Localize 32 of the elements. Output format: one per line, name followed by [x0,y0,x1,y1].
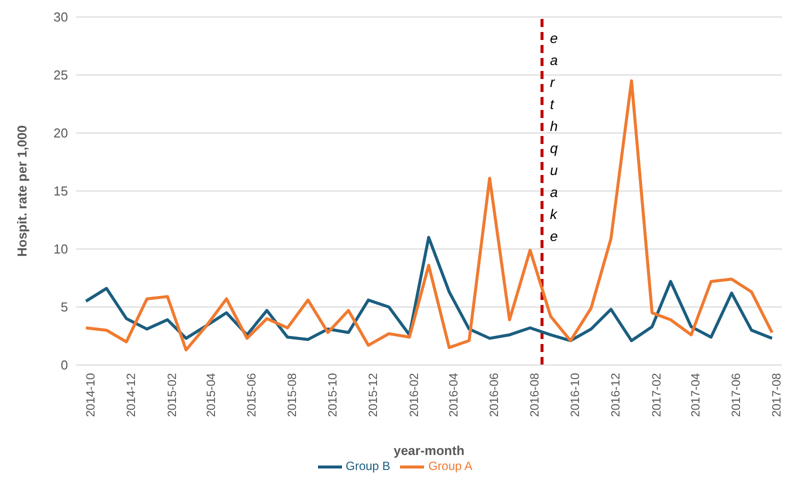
line-series [84,236,774,342]
x-tick-label: 2015-12 [366,372,380,418]
x-tick-label: 2016-10 [568,372,582,418]
y-axis-title: Hospit. rate per 1,000 [14,125,30,257]
x-tick-label: 2017-04 [688,372,703,418]
text: earthquake [550,30,558,244]
x-tick-label: 2016-04 [446,372,461,418]
x-tick-label: 2015-06 [244,372,259,418]
x-tick-label: 2017-06 [729,372,744,418]
legend-label: Group B [346,459,390,474]
x-tick-label: 2015-10 [325,372,340,418]
x-tick-label: 2014-12 [124,372,138,418]
x-tick-label: 2017-08 [770,372,784,418]
line-series [84,79,774,352]
y-tick-label: 0 [60,358,68,373]
y-tick-label: 5 [60,300,68,315]
x-tick-label: 2016-08 [528,372,542,418]
x-tick-label: 2017-02 [650,372,664,418]
x-tick-label: 2016-12 [608,372,622,418]
x-tick-label: 2014-10 [83,372,98,418]
y-tick-label: 30 [54,10,68,25]
y-tick-label: 15 [54,184,68,199]
x-tick-label: 2015-08 [284,372,299,418]
y-tick-label: 25 [54,68,68,83]
x-tick-label: 2015-04 [204,372,218,418]
legend-label: Group A [428,459,472,474]
x-axis-title: year-month [394,443,464,458]
y-tick-label: 10 [54,242,68,257]
x-tick-label: 2015-02 [165,372,179,418]
x-tick-label: 2016-06 [487,372,502,418]
x-tick-label: 2016-02 [406,372,421,418]
y-tick-label: 20 [54,126,68,141]
